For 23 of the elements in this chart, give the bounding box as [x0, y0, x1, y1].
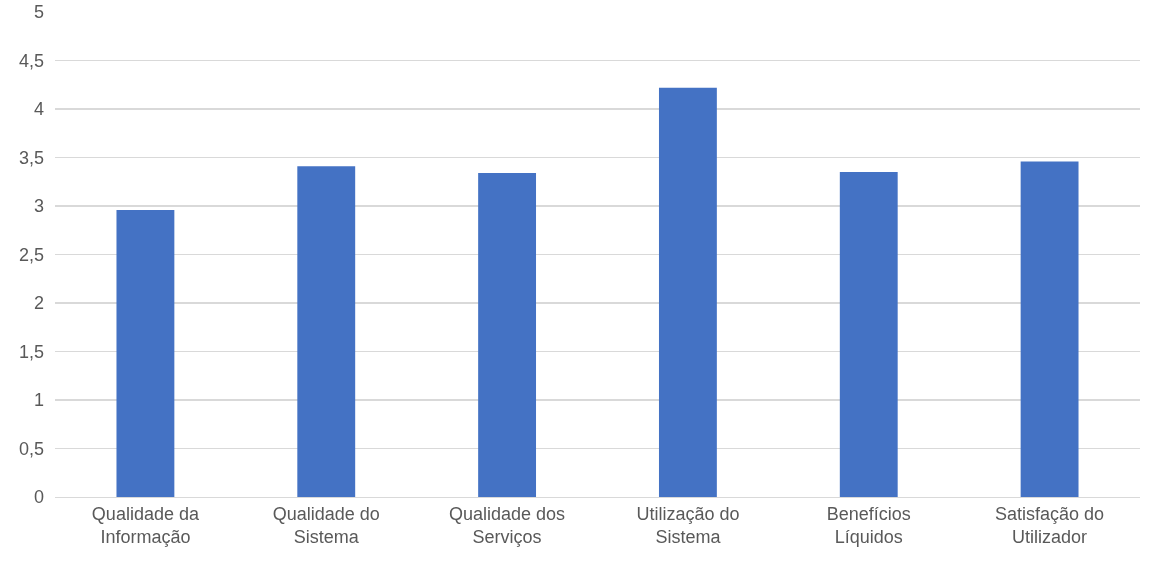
y-tick-label: 0,5 [18, 438, 44, 459]
bar [839, 172, 898, 497]
x-tick-label: Qualidade do Sistema [272, 503, 380, 547]
bar [658, 87, 717, 497]
x-tick-label: Benefícios Líquidos [826, 503, 911, 547]
y-tick-label: 2,5 [18, 244, 44, 265]
y-tick-label: 4,5 [18, 50, 44, 71]
bar [116, 209, 175, 497]
y-tick-label: 0 [33, 487, 44, 508]
y-tick-label: 1,5 [18, 341, 44, 362]
x-tick-label: Qualidade da Informação [91, 503, 200, 547]
y-tick-label: 3,5 [18, 147, 44, 168]
x-tick-label: Qualidade dos Serviços [449, 503, 566, 547]
y-tick-label: 2 [33, 293, 44, 314]
y-tick-label: 4 [33, 99, 44, 120]
x-tick-label: Satisfação do Utilizador [995, 503, 1105, 547]
y-tick-label: 1 [33, 390, 44, 411]
x-tick-label: Utilização do Sistema [636, 503, 740, 547]
bar [1020, 161, 1079, 497]
bar [478, 173, 537, 497]
y-tick-label: 5 [33, 2, 44, 23]
bar [297, 166, 356, 497]
y-tick-label: 3 [33, 196, 44, 217]
